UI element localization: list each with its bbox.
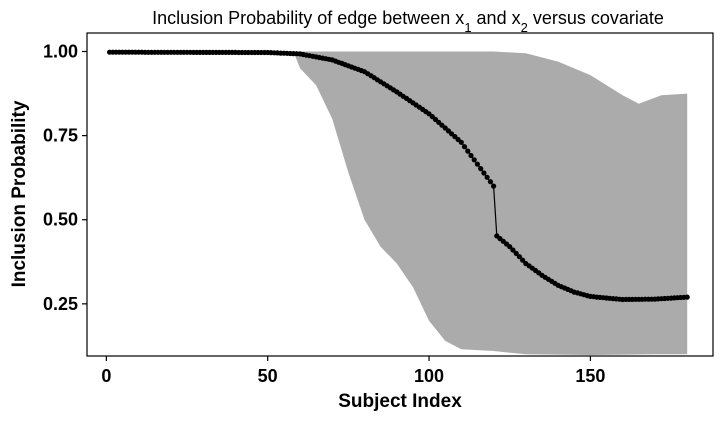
data-point [474, 161, 480, 167]
data-point [507, 244, 513, 250]
data-point [516, 254, 523, 260]
data-point [513, 250, 519, 256]
title-prefix: Inclusion Probability of edge between x [152, 8, 464, 28]
y-tick-label: 1.00 [43, 42, 78, 62]
credible-band [109, 51, 688, 355]
title-subscript-2: 2 [521, 20, 528, 35]
data-point [491, 183, 497, 189]
title-middle: and x [472, 8, 521, 28]
data-point [684, 294, 690, 300]
title-subscript-1: 1 [464, 20, 471, 35]
x-tick-label: 0 [101, 366, 111, 386]
data-point [471, 157, 477, 163]
data-point [461, 144, 468, 150]
data-point [487, 179, 493, 185]
x-tick-label: 100 [414, 366, 444, 386]
y-tick-label: 0.25 [43, 294, 78, 314]
y-axis-title: Inclusion Probability [9, 100, 30, 287]
data-point [510, 247, 516, 253]
y-tick-label: 0.50 [43, 210, 78, 230]
data-point [481, 170, 487, 176]
chart-title: Inclusion Probability of edge between x1… [152, 8, 664, 35]
x-axis-title: Subject Index [338, 391, 462, 412]
y-axis: 0.25 0.50 0.75 1.00 [43, 42, 87, 314]
data-point [465, 148, 471, 154]
x-tick-label: 50 [258, 366, 278, 386]
series-points [107, 49, 690, 303]
y-tick-label: 0.75 [43, 126, 78, 146]
title-suffix: versus covariate [528, 8, 664, 28]
data-point [468, 152, 474, 159]
data-point [458, 139, 464, 145]
x-axis: 0 50 100 150 [101, 356, 605, 386]
data-point [478, 166, 484, 172]
plot-area [107, 49, 690, 355]
data-point [520, 257, 526, 263]
plot-border [86, 32, 714, 357]
data-point [484, 174, 490, 180]
x-tick-label: 150 [575, 366, 605, 386]
